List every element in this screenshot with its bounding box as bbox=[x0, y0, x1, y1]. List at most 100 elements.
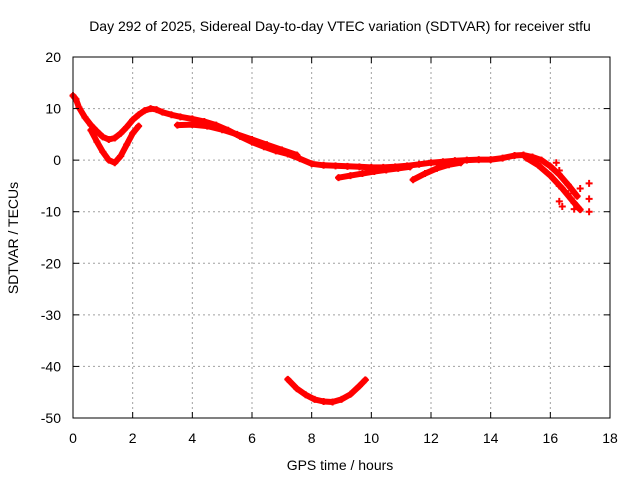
data-point bbox=[573, 192, 581, 200]
series-offset-band bbox=[173, 121, 301, 159]
y-tick-label: 0 bbox=[53, 152, 61, 168]
data-point bbox=[111, 159, 119, 167]
x-tick-label: 10 bbox=[364, 430, 380, 446]
data-point bbox=[135, 122, 143, 130]
data-point bbox=[427, 159, 435, 167]
data-point bbox=[188, 121, 196, 129]
data-point bbox=[332, 162, 340, 170]
chart-title: Day 292 of 2025, Sidereal Day-to-day VTE… bbox=[89, 18, 591, 34]
data-point bbox=[329, 398, 337, 406]
x-tick-label: 8 bbox=[308, 430, 316, 446]
y-tick-label: -50 bbox=[41, 410, 61, 426]
x-tick-label: 16 bbox=[543, 430, 559, 446]
data-point bbox=[99, 133, 107, 141]
data-point bbox=[296, 155, 304, 163]
data-point bbox=[105, 156, 113, 164]
data-point bbox=[129, 129, 137, 137]
series-lower-loop bbox=[87, 122, 143, 167]
data-point bbox=[320, 397, 328, 405]
data-point bbox=[355, 163, 363, 171]
series-trace-main-trace bbox=[70, 92, 581, 200]
x-tick-label: 12 bbox=[423, 430, 439, 446]
data-point bbox=[81, 113, 89, 121]
data-point bbox=[176, 113, 184, 121]
data-point bbox=[511, 152, 519, 160]
x-tick-label: 18 bbox=[602, 430, 618, 446]
data-point bbox=[123, 141, 131, 149]
data-point bbox=[522, 154, 530, 162]
x-tick-label: 0 bbox=[69, 430, 77, 446]
data-point bbox=[555, 182, 563, 190]
y-tick-label: -20 bbox=[41, 255, 61, 271]
x-tick-label: 4 bbox=[188, 430, 196, 446]
data-point bbox=[141, 107, 149, 115]
data-point bbox=[99, 148, 107, 156]
data-point bbox=[105, 136, 113, 144]
data-point bbox=[406, 163, 414, 171]
data-point bbox=[117, 129, 125, 137]
data-point bbox=[343, 162, 351, 170]
data-point bbox=[499, 154, 507, 162]
data-point bbox=[585, 208, 593, 216]
data-point bbox=[415, 160, 423, 168]
data-point bbox=[558, 203, 566, 211]
data-point bbox=[564, 190, 572, 198]
data-point bbox=[75, 104, 83, 112]
data-point bbox=[346, 390, 354, 398]
data-point bbox=[308, 160, 316, 168]
data-point bbox=[564, 181, 572, 189]
data-point bbox=[457, 159, 465, 167]
data-point bbox=[576, 185, 584, 193]
data-point bbox=[248, 136, 256, 144]
data-point bbox=[93, 138, 101, 146]
series-layer bbox=[69, 92, 593, 406]
x-tick-label: 6 bbox=[248, 430, 256, 446]
data-point bbox=[159, 108, 166, 116]
data-point bbox=[167, 111, 175, 119]
data-point bbox=[233, 130, 241, 138]
data-point bbox=[278, 146, 286, 154]
data-point bbox=[570, 199, 578, 207]
data-point bbox=[111, 134, 119, 142]
data-point bbox=[123, 123, 131, 131]
data-point bbox=[203, 122, 211, 130]
data-point bbox=[537, 156, 545, 164]
data-point bbox=[546, 172, 554, 180]
y-tick-label: -30 bbox=[41, 307, 61, 323]
x-tick-label: 2 bbox=[129, 430, 137, 446]
data-point bbox=[409, 176, 417, 184]
tick-layer: 0 2 4 6 8 10 12 14 16 18 -50 -40 -30 -20 -10 0 10 20 bbox=[41, 49, 618, 446]
y-tick-label: 20 bbox=[45, 49, 61, 65]
data-point bbox=[117, 152, 125, 160]
data-point bbox=[346, 172, 354, 180]
data-point bbox=[487, 156, 495, 164]
data-point bbox=[370, 167, 378, 175]
series-lower-branch-2 bbox=[409, 159, 465, 184]
data-point bbox=[534, 161, 542, 169]
data-point bbox=[576, 206, 584, 214]
data-point bbox=[463, 156, 471, 164]
data-point bbox=[135, 111, 143, 119]
data-point bbox=[567, 195, 575, 203]
series-arc bbox=[284, 375, 369, 406]
plot-frame bbox=[72, 56, 611, 419]
data-point bbox=[153, 106, 161, 114]
data-point bbox=[552, 159, 560, 167]
data-point bbox=[475, 156, 483, 164]
data-point bbox=[293, 385, 301, 393]
data-point bbox=[585, 179, 593, 187]
data-point bbox=[335, 174, 343, 182]
data-point bbox=[546, 162, 554, 170]
data-point bbox=[311, 395, 319, 403]
data-point bbox=[358, 170, 366, 178]
data-point bbox=[284, 375, 292, 383]
y-tick-label: -40 bbox=[41, 358, 61, 374]
data-point bbox=[570, 205, 578, 213]
data-point bbox=[555, 197, 563, 205]
data-point bbox=[421, 170, 429, 178]
data-point bbox=[361, 376, 369, 384]
data-point bbox=[338, 395, 345, 403]
data-point bbox=[382, 166, 390, 174]
